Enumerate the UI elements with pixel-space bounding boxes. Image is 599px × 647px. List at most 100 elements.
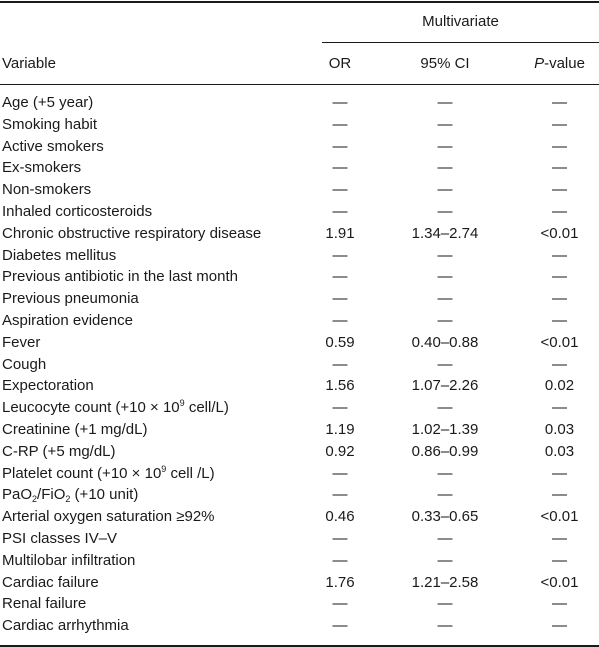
cell-ci: — — [437, 464, 453, 482]
cell-ci: 1.02–1.39 — [411, 420, 479, 438]
cell-ci: 1.07–2.26 — [411, 377, 479, 395]
header-variable: Variable — [2, 55, 56, 72]
table-row: Platelet count (+10 × 109 cell /L) — — — — [0, 463, 599, 485]
cell-p-value: <0.01 — [540, 333, 579, 351]
cell-or: — — [332, 311, 348, 329]
table-row: Previous pneumonia — — — — [0, 288, 599, 310]
bottom-rule — [0, 645, 599, 647]
cell-or: — — [332, 529, 348, 547]
table-row: Smoking habit — — — — [0, 114, 599, 136]
cell-or: — — [332, 399, 348, 417]
table-row: Previous antibiotic in the last month — — — — [0, 266, 599, 288]
cell-p-value: — — [552, 202, 567, 220]
variable-text-part: cell /L) — [166, 464, 215, 482]
cell-variable: Multilobar infiltration — [2, 551, 136, 569]
cell-or: — — [332, 268, 348, 286]
table-row: Creatinine (+1 mg/dL) 1.19 1.02–1.39 0.03 — [0, 419, 599, 441]
cell-variable: Creatinine (+1 mg/dL) — [2, 420, 148, 438]
header-p-italic: P — [534, 55, 545, 72]
cell-ci: 1.21–2.58 — [411, 573, 479, 591]
cell-or: — — [332, 137, 348, 155]
cell-variable: Expectoration — [2, 377, 94, 395]
cell-p-value: <0.01 — [540, 224, 579, 242]
cell-variable: Cardiac arrhythmia — [2, 617, 129, 635]
variable-text-part: Leucocyte count (+10 × 10 — [2, 399, 180, 417]
cell-or: 0.59 — [325, 333, 355, 351]
cell-variable: Leucocyte count (+10 × 109 cell/L) — [2, 397, 229, 419]
cell-or: — — [332, 159, 348, 177]
cell-or: — — [332, 486, 348, 504]
cell-ci: — — [437, 202, 453, 220]
header-rule — [0, 84, 599, 85]
cell-p-value: — — [552, 529, 567, 547]
cell-p-value: — — [552, 595, 567, 613]
cell-ci: 0.86–0.99 — [411, 442, 479, 460]
cell-variable: Cough — [2, 355, 47, 373]
top-rule — [0, 1, 599, 3]
cell-variable: Diabetes mellitus — [2, 246, 117, 264]
cell-variable: Age (+5 year) — [2, 94, 94, 111]
cell-variable: Previous pneumonia — [2, 290, 139, 308]
cell-or: — — [332, 595, 348, 613]
table-row: Diabetes mellitus — — — — [0, 245, 599, 267]
table-row: Multilobar infiltration — — — — [0, 550, 599, 572]
cell-p-value: — — [552, 355, 567, 373]
cell-p-value: 0.02 — [544, 377, 575, 395]
cell-p-value: — — [552, 290, 567, 308]
cell-ci: — — [437, 311, 453, 329]
table-row: Aspiration evidence — — — — [0, 310, 599, 332]
cell-ci: — — [437, 617, 453, 635]
variable-text-part: /FiO — [37, 486, 66, 504]
table-row: Fever 0.59 0.40–0.88 <0.01 — [0, 332, 599, 354]
cell-variable: Arterial oxygen saturation ≥92% — [2, 508, 215, 526]
cell-or: — — [332, 290, 348, 308]
cell-ci: — — [437, 290, 453, 308]
cell-ci: — — [437, 137, 453, 155]
cell-variable: C-RP (+5 mg/dL) — [2, 442, 116, 460]
cell-p-value: — — [552, 115, 567, 133]
header-p-rest: -value — [544, 55, 585, 72]
cell-ci: — — [437, 94, 453, 111]
cell-ci: — — [437, 268, 453, 286]
cell-or: 1.56 — [325, 377, 355, 395]
cell-ci: — — [437, 159, 453, 177]
variable-text-part: 2 — [32, 494, 38, 505]
variable-text-part: cell/L) — [184, 399, 229, 417]
header-ci: 95% CI — [420, 55, 470, 72]
variable-text-part: 9 — [179, 398, 185, 409]
cell-or: — — [332, 355, 348, 373]
cell-ci: 1.34–2.74 — [411, 224, 479, 242]
variable-text-part: 2 — [65, 494, 71, 505]
cell-ci: — — [437, 486, 453, 504]
cell-ci: — — [437, 399, 453, 417]
variable-text-part: PaO — [2, 486, 33, 504]
table-row: Expectoration 1.56 1.07–2.26 0.02 — [0, 375, 599, 397]
variable-text-part: Platelet count (+10 × 10 — [2, 464, 162, 482]
cell-or: 1.19 — [325, 420, 355, 438]
table-row: PaO2/FiO2 (+10 unit) — — — — [0, 484, 599, 506]
cell-p-value: — — [552, 551, 567, 569]
cell-variable: Active smokers — [2, 137, 104, 155]
cell-variable: PaO2/FiO2 (+10 unit) — [2, 484, 138, 506]
cell-ci: — — [437, 246, 453, 264]
table-row: PSI classes IV–V — — — — [0, 528, 599, 550]
cell-or: — — [332, 551, 348, 569]
cell-p-value: — — [552, 311, 567, 329]
cell-ci: — — [437, 551, 453, 569]
table-row: Chronic obstructive respiratory disease 1… — [0, 223, 599, 245]
cell-variable: Cardiac failure — [2, 573, 99, 591]
cell-p-value: — — [552, 181, 567, 199]
table-row: Ex-smokers — — — — [0, 157, 599, 179]
cell-variable: Inhaled corticosteroids — [2, 202, 153, 220]
cell-variable: Ex-smokers — [2, 159, 82, 177]
cell-ci: — — [437, 181, 453, 199]
cell-variable: Non-smokers — [2, 181, 92, 199]
cell-p-value: — — [552, 137, 567, 155]
cell-variable: Renal failure — [2, 595, 87, 613]
cell-ci: — — [437, 529, 453, 547]
table-row: Cough — — — — [0, 354, 599, 376]
cell-p-value: — — [552, 617, 567, 635]
cell-or: 1.91 — [325, 224, 355, 242]
variable-text-part: 9 — [161, 463, 167, 474]
table-row: Arterial oxygen saturation ≥92% 0.46 0.33–… — [0, 506, 599, 528]
